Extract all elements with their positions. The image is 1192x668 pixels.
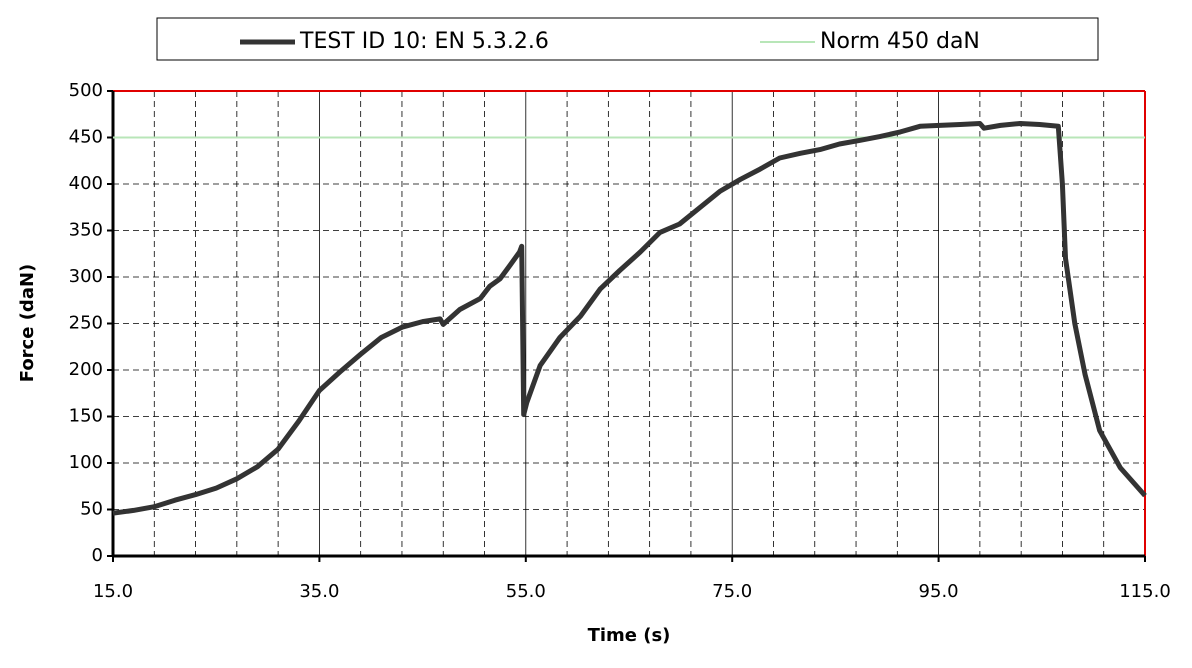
y-tick-label: 0 bbox=[92, 545, 103, 566]
y-tick-label: 500 bbox=[69, 80, 103, 101]
y-axis-label: Force (daN) bbox=[17, 264, 38, 383]
x-tick-label: 35.0 bbox=[299, 581, 339, 602]
y-tick-label: 50 bbox=[80, 499, 103, 520]
y-tick-label: 350 bbox=[69, 220, 103, 241]
y-tick-label: 450 bbox=[69, 127, 103, 148]
y-tick-label: 100 bbox=[69, 452, 103, 473]
legend-label: TEST ID 10: EN 5.3.2.6 bbox=[299, 29, 549, 54]
series-line bbox=[112, 121, 1147, 516]
x-tick-label: 15.0 bbox=[93, 581, 133, 602]
x-axis-label: Time (s) bbox=[588, 625, 671, 646]
y-tick-label: 250 bbox=[69, 313, 103, 334]
y-tick-label: 150 bbox=[69, 406, 103, 427]
x-tick-label: 75.0 bbox=[712, 581, 752, 602]
y-tick-label: 300 bbox=[69, 266, 103, 287]
x-tick-label: 55.0 bbox=[506, 581, 546, 602]
legend-box bbox=[156, 17, 1099, 61]
x-tick-label: 95.0 bbox=[919, 581, 959, 602]
x-tick-label: 115.0 bbox=[1119, 581, 1171, 602]
y-tick-label: 400 bbox=[69, 173, 103, 194]
y-tick-label: 200 bbox=[69, 359, 103, 380]
legend-label: Norm 450 daN bbox=[820, 29, 980, 54]
